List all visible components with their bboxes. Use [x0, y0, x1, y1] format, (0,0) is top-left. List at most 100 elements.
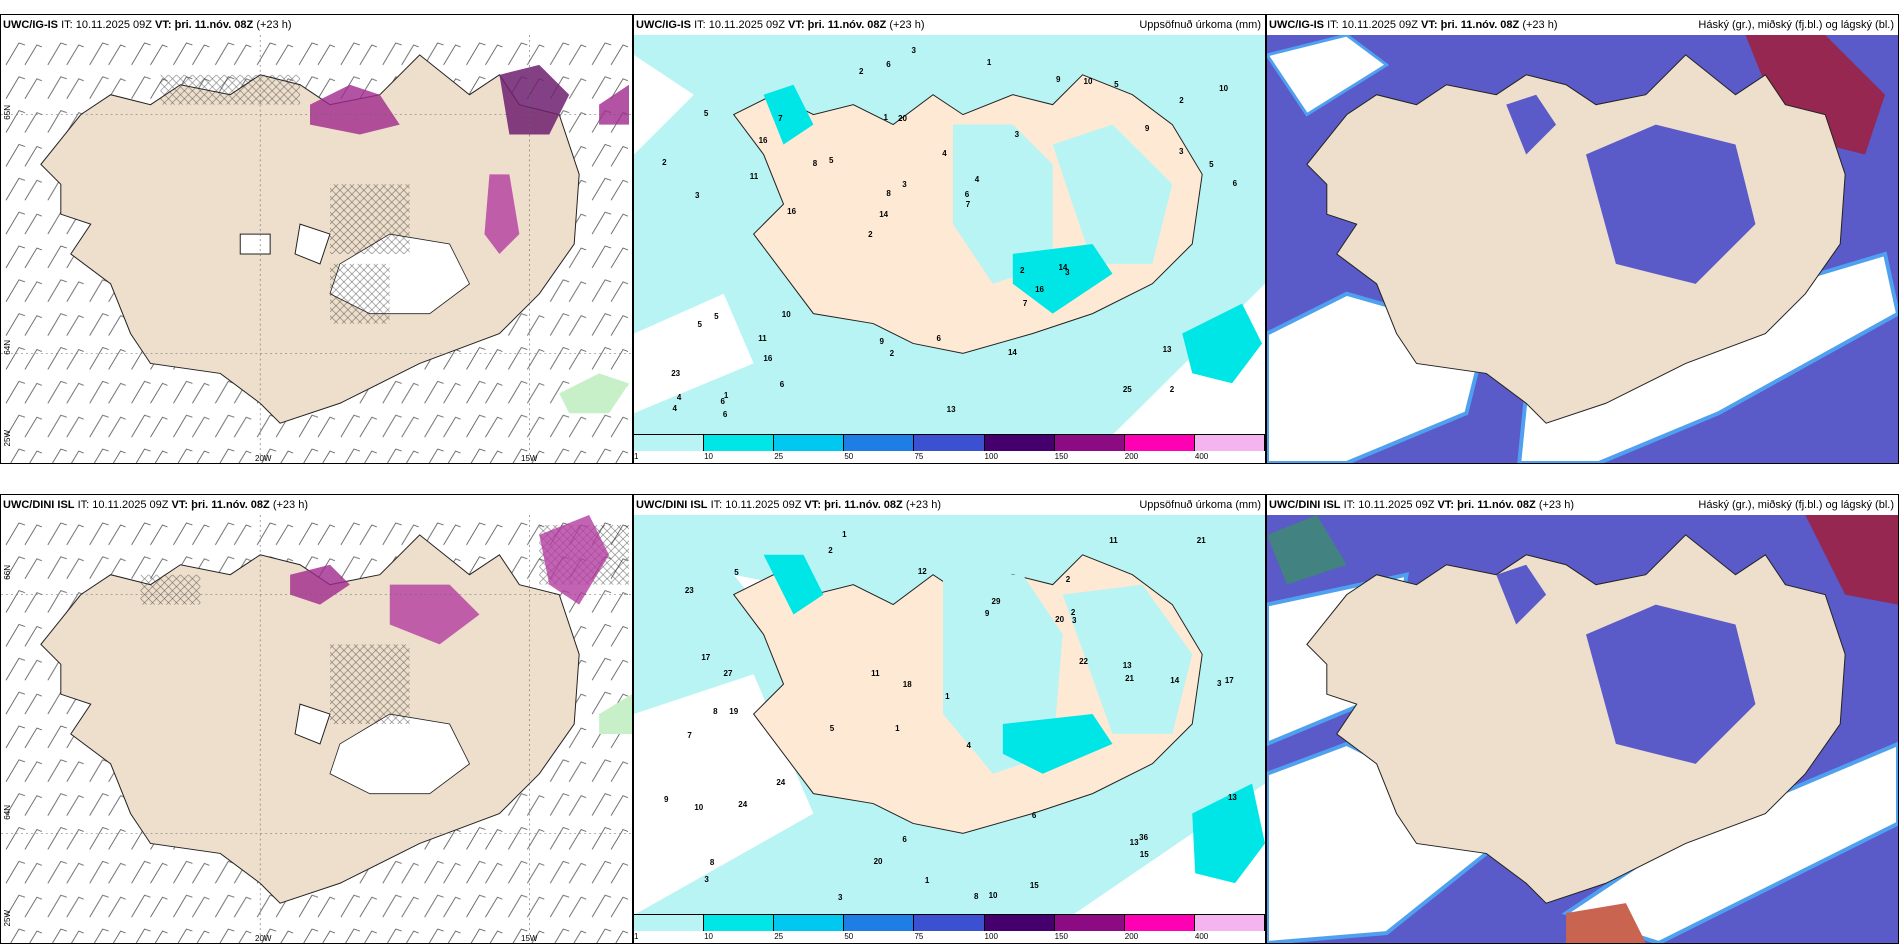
- bottom-cloud-header: UWC/DINI ISL IT: 10.11.2025 09Z VT: þri.…: [1267, 495, 1898, 515]
- precip-value-label: 27: [723, 669, 733, 679]
- precip-value-label: 5: [1209, 159, 1214, 169]
- precip-value-label: 13: [1162, 344, 1172, 354]
- precip-value-label: 2: [858, 66, 864, 76]
- legend-tick: 1: [634, 452, 639, 461]
- precip-value-label: 3: [837, 892, 843, 902]
- legend-swatch: [984, 915, 1055, 931]
- legend-swatch: [914, 915, 985, 931]
- legend-swatches: [634, 435, 1265, 451]
- precip-value-label: 1: [842, 529, 847, 539]
- precip-value-label: 2: [868, 230, 873, 240]
- precip-value-label: 7: [687, 730, 692, 740]
- precip-value-label: 1: [924, 875, 930, 885]
- precip-value-label: 10: [1083, 77, 1093, 87]
- precip-value-label: 14: [879, 209, 889, 219]
- wind-map-svg: [1, 515, 632, 943]
- precip-value-label: 13: [1129, 837, 1139, 847]
- precip-value-label: 17: [701, 653, 711, 663]
- precip-value-label: 12: [917, 567, 927, 577]
- precip-value-label: 7: [778, 114, 783, 124]
- precip-value-label: 8: [709, 857, 715, 867]
- precip-value-label: 10: [781, 310, 791, 320]
- precip-value-label: 13: [1227, 793, 1237, 803]
- top-cloud-header: UWC/IG-IS IT: 10.11.2025 09Z VT: þri. 11…: [1267, 15, 1898, 35]
- precip-value-label: 2: [889, 349, 895, 359]
- lead-time: (+23 h): [889, 19, 925, 31]
- top-cloud-panel: UWC/IG-IS IT: 10.11.2025 09Z VT: þri. 11…: [1266, 14, 1899, 464]
- precip-value-label: 4: [942, 148, 947, 158]
- precip-value-label: 21: [1196, 536, 1206, 546]
- precip-value-label: 14: [1170, 676, 1180, 686]
- legend-tick: 100: [984, 932, 998, 941]
- precip-value-label: 5: [714, 312, 719, 322]
- lat-label: 64N: [3, 340, 12, 355]
- product-title: Háský (gr.), miðský (fj.bl.) og lágský (…: [1698, 19, 1894, 31]
- legend-tick: 400: [1194, 932, 1209, 941]
- legend-tick: 150: [1054, 932, 1069, 941]
- product-title: Háský (gr.), miðský (fj.bl.) og lágský (…: [1698, 499, 1894, 511]
- lat-label: 66N: [3, 565, 12, 580]
- precip-value-label: 21: [1125, 674, 1134, 684]
- top-precip-map: [634, 35, 1265, 435]
- precip-value-label: 2: [662, 158, 667, 168]
- precip-value-label: 5: [1114, 80, 1119, 90]
- precip-value-label: 7: [1022, 299, 1028, 309]
- precip-value-label: 6: [1232, 179, 1238, 189]
- init-time: IT: 10.11.2025 09Z: [61, 19, 152, 31]
- precip-value-label: 3: [1065, 268, 1070, 278]
- wind-map-svg: [1, 35, 632, 463]
- legend-swatch: [914, 435, 985, 451]
- precip-value-label: 13: [946, 405, 956, 415]
- model-name: UWC/DINI ISL: [1269, 499, 1341, 511]
- valid-time: VT: þri. 11.nóv. 08Z: [171, 499, 270, 511]
- legend-tick: 50: [844, 932, 854, 941]
- precip-value-label: 6: [964, 189, 970, 199]
- precip-value-label: 9: [664, 795, 669, 805]
- precip-value-label: 3: [704, 874, 709, 884]
- precip-value-label: 24: [738, 799, 748, 809]
- precip-value-label: 1: [895, 723, 900, 733]
- top-precip-header: UWC/IG-IS IT: 10.11.2025 09Z VT: þri. 11…: [634, 15, 1265, 35]
- product-title: Uppsöfnuð úrkoma (mm): [1139, 19, 1261, 31]
- precip-value-label: 14: [1058, 263, 1068, 273]
- precip-value-label: 1: [986, 58, 992, 68]
- precip-value-label: 6: [886, 59, 891, 69]
- top-cloud-map: [1267, 35, 1898, 463]
- precip-value-label: 6: [779, 380, 785, 390]
- legend-swatch: [1124, 915, 1195, 931]
- legend-ticks: 1 10 25 50 75 100 150 200 400: [634, 932, 1265, 942]
- precip-value-label: 5: [829, 723, 835, 733]
- precip-map-svg: [634, 35, 1265, 435]
- lat-label: 64N: [3, 805, 12, 820]
- legend-swatch: [844, 435, 915, 451]
- precip-map-svg: [634, 515, 1265, 915]
- lead-time: (+23 h): [272, 499, 308, 511]
- precip-legend: 1 10 25 50 75 100 150 200 400: [634, 434, 1265, 463]
- precip-value-label: 16: [763, 353, 773, 363]
- precip-value-label: 13: [1122, 660, 1132, 670]
- bottom-cloud-map: [1267, 515, 1898, 943]
- legend-swatch: [1194, 915, 1265, 931]
- product-title: Uppsöfnuð úrkoma (mm): [1139, 499, 1261, 511]
- precip-value-label: 16: [787, 207, 797, 217]
- legend-tick: 100: [984, 452, 998, 461]
- legend-swatch: [704, 915, 775, 931]
- precip-value-label: 9: [1055, 75, 1061, 85]
- init-time: IT: 10.11.2025 09Z: [1327, 19, 1418, 31]
- precip-value-label: 11: [871, 668, 880, 678]
- init-time: IT: 10.11.2025 09Z: [694, 19, 785, 31]
- valid-time: VT: þri. 11.nóv. 08Z: [1421, 19, 1520, 31]
- precip-value-label: 11: [1109, 535, 1118, 545]
- precip-value-label: 3: [695, 190, 700, 200]
- precip-value-label: 8: [973, 891, 979, 901]
- legend-tick: 75: [914, 932, 924, 941]
- precip-value-label: 2: [1070, 608, 1076, 618]
- precip-legend: 1 10 25 50 75 100 150 200 400: [634, 914, 1265, 943]
- precip-value-label: 3: [1071, 616, 1077, 626]
- model-name: UWC/DINI ISL: [3, 499, 75, 511]
- model-name: UWC/IG-IS: [1269, 19, 1324, 31]
- precip-value-label: 36: [1139, 832, 1149, 842]
- init-time: IT: 10.11.2025 09Z: [710, 499, 802, 511]
- bottom-wind-header: UWC/DINI ISL IT: 10.11.2025 09Z VT: þri.…: [1, 495, 632, 515]
- legend-swatch: [1124, 435, 1195, 451]
